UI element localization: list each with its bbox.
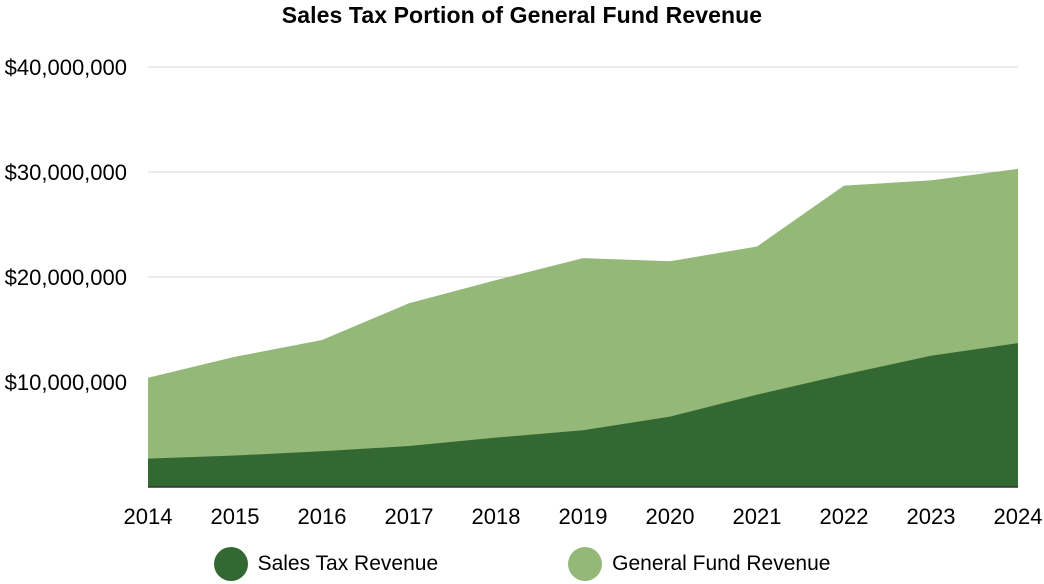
legend-item-general-fund: General Fund Revenue (568, 547, 830, 581)
x-tick-label: 2014 (124, 504, 173, 529)
x-tick-label: 2024 (994, 504, 1043, 529)
y-tick-label: $30,000,000 (5, 160, 127, 185)
y-tick-label: $20,000,000 (5, 265, 127, 290)
x-tick-label: 2021 (733, 504, 782, 529)
x-tick-label: 2019 (559, 504, 608, 529)
legend-swatch-sales-tax (213, 547, 248, 581)
x-tick-label: 2015 (211, 504, 260, 529)
x-tick-label: 2017 (385, 504, 434, 529)
legend-swatch-general-fund (568, 547, 603, 581)
x-tick-label: 2018 (472, 504, 521, 529)
y-tick-label: $10,000,000 (5, 370, 127, 395)
legend: Sales Tax Revenue General Fund Revenue (0, 544, 1044, 584)
chart-title: Sales Tax Portion of General Fund Revenu… (281, 2, 763, 28)
area-sales-tax-revenue (148, 343, 1018, 487)
legend-label-sales-tax: Sales Tax Revenue (257, 552, 439, 575)
legend-label-general-fund: General Fund Revenue (612, 552, 831, 575)
x-tick-label: 2020 (646, 504, 695, 529)
y-tick-label: $40,000,000 (5, 55, 127, 80)
legend-item-sales-tax: Sales Tax Revenue (213, 547, 439, 581)
x-tick-label: 2023 (907, 504, 956, 529)
x-tick-label: 2022 (820, 504, 869, 529)
x-tick-label: 2016 (298, 504, 347, 529)
